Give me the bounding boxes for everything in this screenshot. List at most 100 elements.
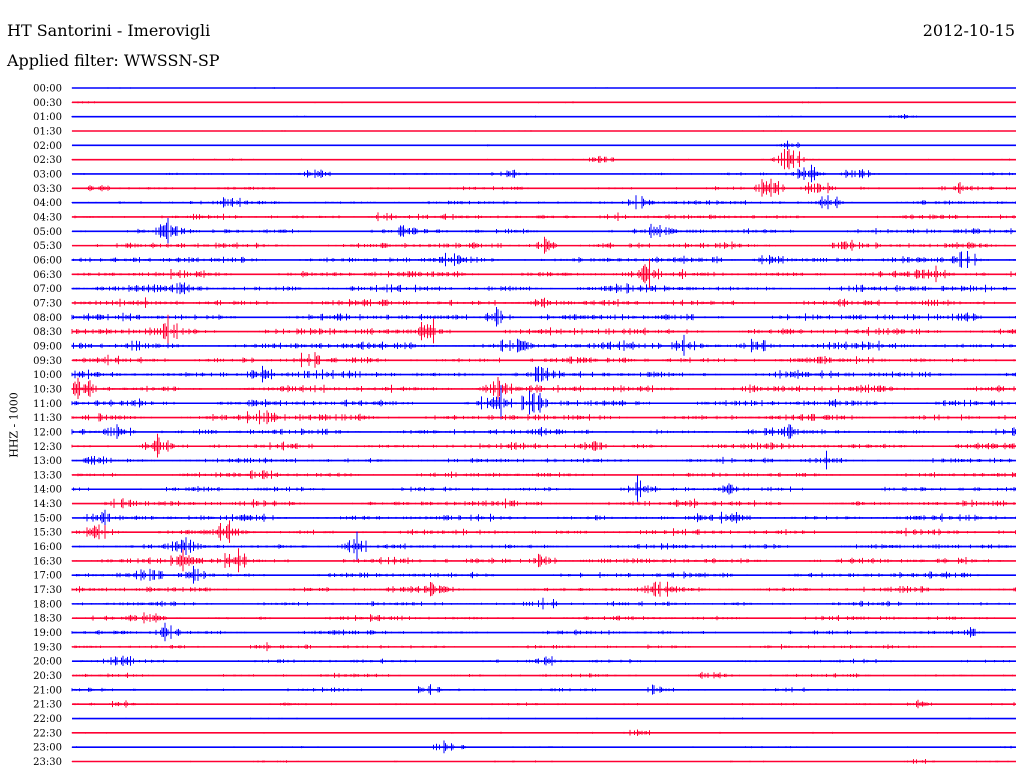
filter-label: Applied filter: WWSSN-SP [7,51,220,70]
trace-signal [71,565,1016,584]
time-tick-label: 14:00 [33,485,62,496]
time-tick-label: 01:00 [33,112,62,123]
trace-1930 [71,642,1016,652]
trace-signal [71,352,1016,368]
time-tick-label: 04:00 [33,198,62,209]
trace-signal [71,520,1016,543]
trace-signal [71,236,1016,254]
trace-1530 [71,520,1016,543]
trace-signal [71,410,1016,425]
trace-1800 [71,597,1016,610]
trace-1830 [71,612,1016,624]
trace-0400 [71,195,1016,210]
trace-signal [71,251,1016,268]
time-tick-label: 11:00 [33,399,62,410]
time-tick-label: 19:30 [33,642,62,653]
time-tick-label: 20:30 [33,671,62,682]
time-tick-label: 20:00 [33,657,62,668]
trace-2130 [71,699,1016,709]
time-tick-label: 17:30 [33,585,62,596]
trace-signal [71,612,1016,624]
time-tick-label: 23:30 [33,757,62,768]
time-tick-label: 22:30 [33,728,62,739]
time-tick-label: 01:30 [33,126,62,137]
time-tick-label: 16:00 [33,542,62,553]
trace-signal [71,581,1016,597]
trace-0500 [71,218,1016,244]
trace-2100 [71,684,1016,695]
trace-signal [71,424,1016,439]
trace-1230 [71,433,1016,458]
trace-1100 [71,385,1016,420]
time-tick-label: 00:00 [33,84,62,95]
time-tick-label: 06:30 [33,270,62,281]
time-tick-label: 07:30 [33,298,62,309]
trace-0530 [71,236,1016,254]
time-tick-label: 11:30 [33,413,62,424]
time-tick-label: 21:30 [33,700,62,711]
trace-0130 [71,130,1016,132]
trace-signal [71,729,1016,736]
time-tick-label: 08:00 [33,313,62,324]
time-tick-label: 12:30 [33,442,62,453]
trace-1300 [71,450,1016,470]
trace-0030 [71,101,1016,104]
time-tick-label: 15:00 [33,513,62,524]
trace-signal [71,101,1016,104]
trace-2330 [71,759,1016,764]
trace-0630 [71,258,1016,289]
trace-0000 [71,87,1016,89]
trace-signal [71,282,1016,295]
trace-1000 [71,365,1016,383]
trace-signal [71,178,1016,197]
trace-signal [71,433,1016,458]
time-tick-label: 17:00 [33,571,62,582]
time-tick-label: 13:30 [33,470,62,481]
trace-1330 [71,470,1016,480]
time-tick-label: 13:00 [33,456,62,467]
trace-0730 [71,297,1016,308]
time-tick-label: 03:30 [33,184,62,195]
time-tick-label: 09:30 [33,356,62,367]
trace-1030 [71,377,1016,400]
trace-signal [71,548,1016,573]
trace-1430 [71,498,1016,509]
trace-signal [71,365,1016,383]
time-tick-label: 14:30 [33,499,62,510]
trace-1500 [71,509,1016,526]
time-tick-label: 23:00 [33,743,62,754]
trace-0100 [71,114,1016,119]
trace-signal [71,475,1016,502]
trace-0930 [71,352,1016,368]
trace-signal [71,655,1016,666]
time-tick-label: 05:30 [33,241,62,252]
trace-1600 [71,531,1016,561]
time-tick-label: 07:00 [33,284,62,295]
trace-signal [71,498,1016,509]
trace-0200 [71,140,1016,150]
trace-0300 [71,164,1016,183]
time-tick-label: 19:00 [33,628,62,639]
time-tick-label: 22:00 [33,714,62,725]
time-tick-label: 10:00 [33,370,62,381]
trace-signal [71,307,1016,327]
time-tick-label: 15:30 [33,528,62,539]
trace-signal [71,314,1016,347]
trace-signal [71,212,1016,222]
time-tick-label: 00:30 [33,98,62,109]
trace-0430 [71,212,1016,222]
trace-signal [71,114,1016,119]
trace-0830 [71,314,1016,347]
trace-1400 [71,475,1016,502]
trace-signal [71,149,1016,170]
trace-0800 [71,307,1016,327]
time-tick-label: 03:00 [33,169,62,180]
time-tick-label: 16:30 [33,556,62,567]
time-tick-label: 10:30 [33,384,62,395]
time-tick-label: 09:00 [33,341,62,352]
trace-2000 [71,655,1016,666]
trace-2200 [72,717,1016,720]
trace-0700 [71,282,1016,295]
record-date: 2012-10-15 [922,21,1015,40]
